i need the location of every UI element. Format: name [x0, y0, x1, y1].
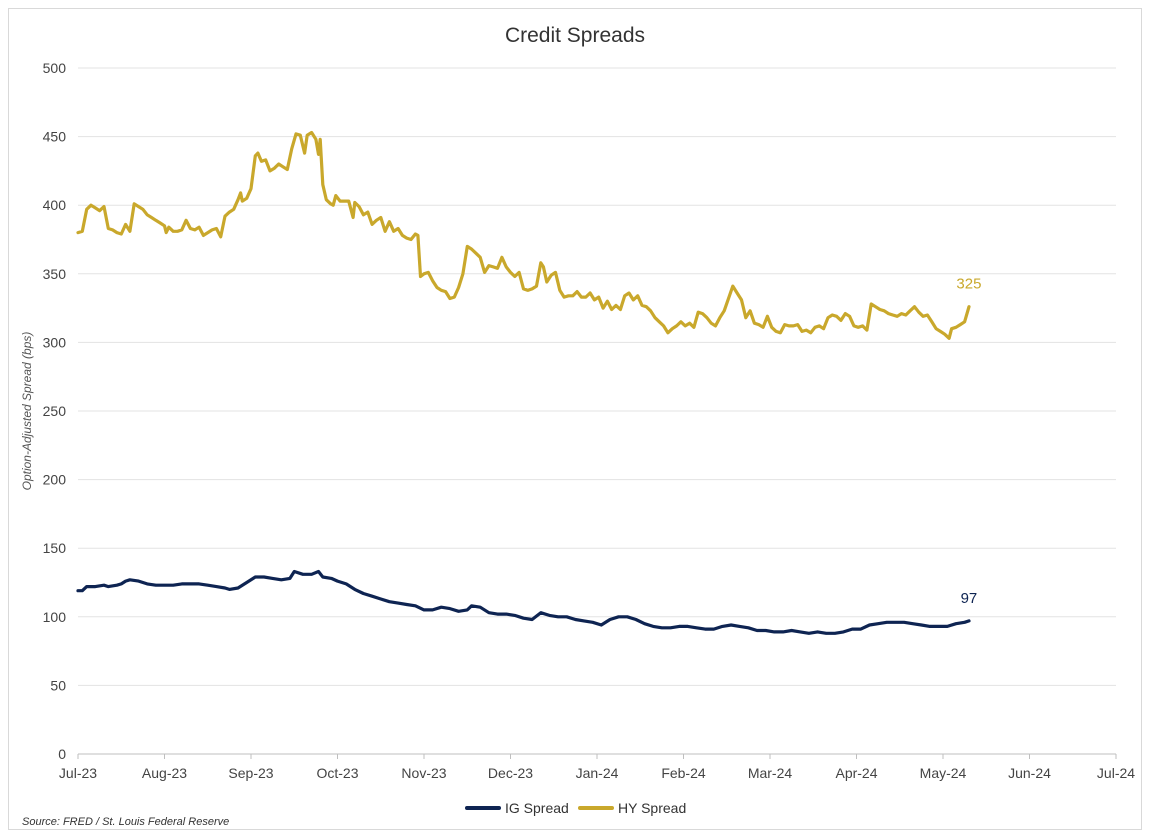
series-line-hy	[76, 130, 971, 340]
source-note: Source: FRED / St. Louis Federal Reserve	[22, 816, 230, 828]
y-tick-label: 150	[43, 540, 67, 556]
x-tick-label: Jan-24	[576, 765, 619, 781]
y-tick-label: 450	[43, 129, 67, 145]
y-tick-label: 0	[58, 746, 66, 762]
y-tick-label: 500	[43, 60, 67, 76]
series-lines: 325 97	[76, 130, 981, 635]
y-axis-label: Option-Adjusted Spread (bps)	[20, 332, 34, 491]
y-tick-label: 250	[43, 403, 67, 419]
y-tick-label: 50	[50, 677, 66, 693]
y-tick-label: 350	[43, 266, 67, 282]
end-value-label: 97	[961, 590, 978, 607]
x-tick-label: Aug-23	[142, 765, 187, 781]
y-tick-label: 200	[43, 472, 67, 488]
x-tick-label: May-24	[920, 765, 967, 781]
x-tick-label: Jul-23	[59, 765, 97, 781]
x-axis: Jul-23 Aug-23 Sep-23 Oct-23 Nov-23 Dec-23 Jan-…	[59, 753, 1135, 781]
x-tick-label: Jul-24	[1097, 765, 1135, 781]
x-tick-label: Feb-24	[661, 765, 706, 781]
x-tick-label: Apr-24	[835, 765, 877, 781]
x-tick-label: Dec-23	[488, 765, 533, 781]
y-axis-ticks: 0 50 100 150 200 250 300 350 400 450 500	[43, 60, 67, 762]
x-tick-label: Sep-23	[228, 765, 273, 781]
chart-frame	[8, 8, 1142, 830]
grid-lines	[78, 67, 1116, 686]
y-tick-label: 300	[43, 334, 67, 350]
chart-title: Credit Spreads	[505, 24, 645, 47]
y-tick-label: 400	[43, 197, 67, 213]
series-line-ig	[76, 569, 971, 635]
end-value-label: 325	[956, 276, 981, 293]
x-tick-label: Jun-24	[1008, 765, 1051, 781]
x-tick-label: Oct-23	[316, 765, 358, 781]
x-tick-label: Nov-23	[401, 765, 446, 781]
y-tick-label: 100	[43, 609, 67, 625]
legend: IG Spread HY Spread	[465, 800, 686, 816]
x-tick-label: Mar-24	[748, 765, 793, 781]
legend-entry: HY Spread	[618, 800, 686, 816]
legend-entry: IG Spread	[505, 800, 569, 816]
